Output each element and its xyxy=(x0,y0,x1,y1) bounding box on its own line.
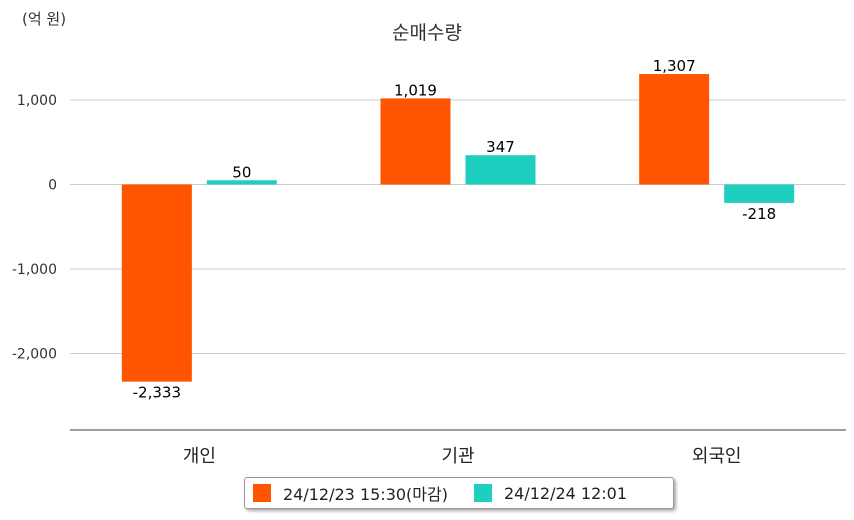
legend-item-series-2[interactable]: 24/12/24 12:01 xyxy=(473,483,628,503)
unit-label: (억 원) xyxy=(22,10,67,28)
legend-label-series-1: 24/12/23 15:30(마감) xyxy=(283,485,448,504)
y-tick-label: 1,000 xyxy=(17,93,57,109)
legend: 24/12/23 15:30(마감) 24/12/24 12:01 xyxy=(244,477,674,509)
x-tick-label: 외국인 xyxy=(692,446,742,467)
bar xyxy=(121,184,192,382)
bar xyxy=(724,184,795,203)
legend-item-series-1[interactable]: 24/12/23 15:30(마감) xyxy=(253,481,448,505)
bar xyxy=(380,98,451,185)
legend-label-series-2: 24/12/24 12:01 xyxy=(503,483,628,503)
bar xyxy=(206,180,277,185)
y-tick-label: -2,000 xyxy=(12,347,57,363)
y-tick-label: 0 xyxy=(48,178,57,194)
data-label: 1,019 xyxy=(394,81,437,99)
x-tick-label: 기관 xyxy=(441,446,474,467)
data-label: 1,307 xyxy=(653,57,696,75)
bar xyxy=(639,74,710,185)
x-tick-label: 개인 xyxy=(183,446,216,467)
legend-swatch-series-1 xyxy=(253,484,271,502)
chart-title: 순매수량 xyxy=(392,22,462,44)
legend-swatch-series-2 xyxy=(473,484,492,502)
data-label: -2,333 xyxy=(133,384,181,402)
bar xyxy=(465,155,536,185)
y-tick-label: -1,000 xyxy=(12,262,57,278)
data-label: 347 xyxy=(486,138,515,156)
chart-plot: 1,000 0 -1,000 -2,000 -2,333 50 개인 1,019 347 기관 1,… xyxy=(12,57,846,467)
data-label: 50 xyxy=(232,163,251,181)
data-label: -218 xyxy=(742,205,776,223)
